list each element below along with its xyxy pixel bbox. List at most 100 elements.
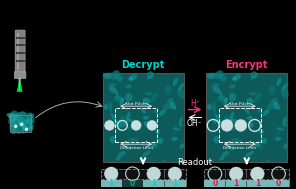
Bar xyxy=(206,73,287,162)
Ellipse shape xyxy=(29,123,33,127)
Ellipse shape xyxy=(150,92,158,102)
Ellipse shape xyxy=(128,74,137,81)
Ellipse shape xyxy=(207,73,217,76)
Ellipse shape xyxy=(22,124,27,129)
Ellipse shape xyxy=(169,130,175,136)
Bar xyxy=(16,44,25,46)
Ellipse shape xyxy=(147,73,151,77)
Circle shape xyxy=(25,128,28,131)
Ellipse shape xyxy=(26,117,31,125)
Ellipse shape xyxy=(28,126,34,130)
Ellipse shape xyxy=(274,101,279,110)
Ellipse shape xyxy=(142,98,150,105)
Bar xyxy=(206,73,287,162)
Ellipse shape xyxy=(232,126,236,131)
Ellipse shape xyxy=(259,129,264,134)
Ellipse shape xyxy=(22,127,25,131)
Text: Diffraction Limit: Diffraction Limit xyxy=(223,146,256,150)
Ellipse shape xyxy=(167,98,173,102)
Ellipse shape xyxy=(220,120,230,128)
Ellipse shape xyxy=(118,110,123,115)
Ellipse shape xyxy=(7,113,16,116)
Ellipse shape xyxy=(12,120,17,125)
Ellipse shape xyxy=(10,113,17,117)
Bar xyxy=(164,181,165,187)
Bar xyxy=(101,169,186,179)
Ellipse shape xyxy=(220,155,225,160)
Ellipse shape xyxy=(27,113,35,124)
Text: 0: 0 xyxy=(212,179,218,188)
Ellipse shape xyxy=(283,124,287,127)
Ellipse shape xyxy=(207,104,212,110)
Ellipse shape xyxy=(167,122,177,130)
Ellipse shape xyxy=(172,131,176,135)
Ellipse shape xyxy=(20,112,25,119)
Ellipse shape xyxy=(250,71,258,79)
Ellipse shape xyxy=(9,124,16,132)
Ellipse shape xyxy=(12,128,19,133)
Bar xyxy=(219,108,260,142)
Bar xyxy=(16,52,25,54)
Ellipse shape xyxy=(122,132,129,137)
Ellipse shape xyxy=(283,144,288,149)
Text: OH⁻: OH⁻ xyxy=(187,119,203,128)
Ellipse shape xyxy=(258,109,261,113)
Text: Decrypt: Decrypt xyxy=(121,60,165,70)
Ellipse shape xyxy=(180,124,184,127)
Ellipse shape xyxy=(28,114,34,121)
Ellipse shape xyxy=(22,125,28,131)
Ellipse shape xyxy=(159,109,166,116)
Text: 1: 1 xyxy=(151,179,156,188)
Ellipse shape xyxy=(150,160,155,163)
Ellipse shape xyxy=(12,122,18,125)
Ellipse shape xyxy=(150,144,159,149)
Ellipse shape xyxy=(231,138,241,143)
Ellipse shape xyxy=(141,108,146,114)
Ellipse shape xyxy=(110,136,116,143)
Ellipse shape xyxy=(276,78,281,86)
Ellipse shape xyxy=(118,151,126,156)
Ellipse shape xyxy=(173,127,180,131)
Ellipse shape xyxy=(247,123,250,125)
Bar xyxy=(164,170,165,178)
Ellipse shape xyxy=(171,137,178,141)
Ellipse shape xyxy=(278,107,280,109)
Ellipse shape xyxy=(128,138,138,143)
Ellipse shape xyxy=(114,96,124,102)
Bar xyxy=(204,180,289,188)
Circle shape xyxy=(20,123,23,126)
Ellipse shape xyxy=(275,137,281,141)
Ellipse shape xyxy=(254,144,263,149)
Bar xyxy=(143,180,164,188)
Ellipse shape xyxy=(20,114,27,125)
Ellipse shape xyxy=(251,73,257,80)
Ellipse shape xyxy=(131,120,139,126)
Ellipse shape xyxy=(27,125,31,129)
Ellipse shape xyxy=(29,116,33,119)
Ellipse shape xyxy=(170,101,176,110)
Ellipse shape xyxy=(13,126,23,130)
Ellipse shape xyxy=(22,119,29,126)
Ellipse shape xyxy=(273,130,279,136)
Ellipse shape xyxy=(22,126,26,131)
Ellipse shape xyxy=(14,112,22,119)
FancyBboxPatch shape xyxy=(15,30,25,73)
Circle shape xyxy=(250,167,264,180)
Ellipse shape xyxy=(282,116,287,126)
Ellipse shape xyxy=(14,122,22,128)
Ellipse shape xyxy=(28,120,33,125)
Ellipse shape xyxy=(21,130,25,134)
Ellipse shape xyxy=(147,73,153,80)
Ellipse shape xyxy=(103,104,109,110)
Ellipse shape xyxy=(271,98,277,102)
Ellipse shape xyxy=(179,116,183,126)
Text: 0: 0 xyxy=(130,179,135,188)
Ellipse shape xyxy=(164,85,172,95)
Ellipse shape xyxy=(147,156,155,160)
Ellipse shape xyxy=(18,121,24,126)
Ellipse shape xyxy=(277,127,284,131)
Ellipse shape xyxy=(173,78,178,86)
Polygon shape xyxy=(17,78,22,92)
Ellipse shape xyxy=(167,128,171,132)
Circle shape xyxy=(131,120,141,130)
